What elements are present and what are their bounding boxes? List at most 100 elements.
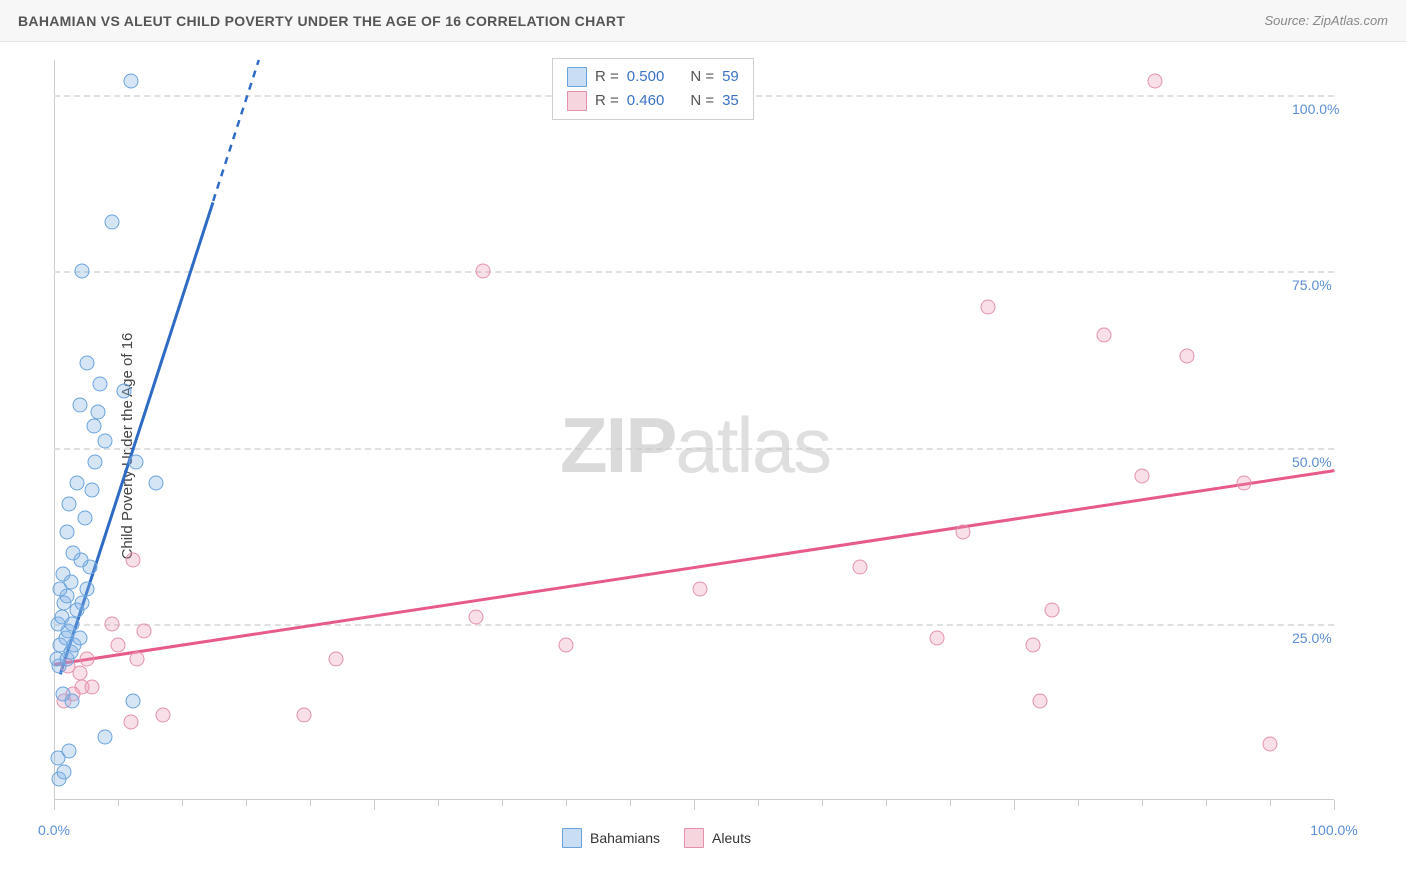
x-tick: [310, 800, 311, 806]
legend-row-aleuts: R = 0.460 N = 35: [567, 89, 739, 113]
data-point: [85, 680, 100, 695]
series-legend: Bahamians Aleuts: [562, 828, 751, 848]
data-point: [55, 567, 70, 582]
data-point: [55, 687, 70, 702]
data-point: [149, 475, 164, 490]
x-tick: [54, 800, 55, 810]
x-tick: [886, 800, 887, 806]
correlation-legend: R = 0.500 N = 59 R = 0.460 N = 35: [552, 58, 754, 120]
x-tick: [1206, 800, 1207, 806]
data-point: [77, 511, 92, 526]
x-tick: [694, 800, 695, 810]
data-point: [104, 215, 119, 230]
data-point: [130, 652, 145, 667]
data-point: [1045, 602, 1060, 617]
data-point: [80, 356, 95, 371]
data-point: [98, 433, 113, 448]
x-tick: [438, 800, 439, 806]
y-tick-label: 100.0%: [1292, 101, 1339, 117]
legend-bahamians-label: Bahamians: [590, 830, 660, 846]
legend-aleuts-N: 35: [722, 89, 739, 113]
data-point: [1026, 637, 1041, 652]
trend-line-dashed: [54, 60, 1334, 800]
legend-aleuts-R: 0.460: [627, 89, 665, 113]
legend-N-label: N =: [690, 65, 714, 89]
y-axis-line: [54, 60, 55, 800]
data-point: [123, 74, 138, 89]
legend-item-aleuts: Aleuts: [684, 828, 751, 848]
swatch-bahamians-icon-2: [562, 828, 582, 848]
data-point: [123, 715, 138, 730]
data-point: [1179, 349, 1194, 364]
legend-item-bahamians: Bahamians: [562, 828, 660, 848]
data-point: [93, 377, 108, 392]
data-point: [72, 398, 87, 413]
data-point: [136, 623, 151, 638]
data-point: [62, 743, 77, 758]
data-point: [1096, 327, 1111, 342]
data-point: [104, 616, 119, 631]
chart-header: BAHAMIAN VS ALEUT CHILD POVERTY UNDER TH…: [0, 0, 1406, 42]
legend-aleuts-label: Aleuts: [712, 830, 751, 846]
data-point: [1237, 475, 1252, 490]
data-point: [1147, 74, 1162, 89]
x-tick: [950, 800, 951, 806]
data-point: [75, 264, 90, 279]
swatch-aleuts-icon: [567, 91, 587, 111]
x-tick: [1270, 800, 1271, 806]
chart-source: Source: ZipAtlas.com: [1264, 13, 1388, 28]
data-point: [80, 581, 95, 596]
data-point: [981, 299, 996, 314]
data-point: [475, 264, 490, 279]
data-point: [1032, 694, 1047, 709]
x-tick: [246, 800, 247, 806]
data-point: [86, 419, 101, 434]
data-point: [98, 729, 113, 744]
swatch-aleuts-icon-2: [684, 828, 704, 848]
data-point: [117, 384, 132, 399]
legend-R-label: R =: [595, 65, 619, 89]
legend-R-label-2: R =: [595, 89, 619, 113]
data-point: [128, 454, 143, 469]
data-point: [126, 553, 141, 568]
data-point: [559, 637, 574, 652]
data-point: [853, 560, 868, 575]
legend-row-bahamians: R = 0.500 N = 59: [567, 65, 739, 89]
data-point: [90, 405, 105, 420]
plot-area: [54, 60, 1334, 800]
x-tick: [182, 800, 183, 806]
x-tick: [822, 800, 823, 806]
data-point: [59, 525, 74, 540]
x-tick: [1334, 800, 1335, 810]
chart-title: BAHAMIAN VS ALEUT CHILD POVERTY UNDER TH…: [18, 13, 625, 29]
x-tick: [758, 800, 759, 806]
data-point: [62, 497, 77, 512]
x-tick: [1014, 800, 1015, 810]
swatch-bahamians-icon: [567, 67, 587, 87]
gridline: [54, 624, 1334, 626]
x-tick: [1078, 800, 1079, 806]
legend-bahamians-R: 0.500: [627, 65, 665, 89]
x-tick: [118, 800, 119, 806]
data-point: [693, 581, 708, 596]
data-point: [111, 637, 126, 652]
x-tick: [566, 800, 567, 806]
x-tick: [502, 800, 503, 806]
data-point: [54, 609, 69, 624]
x-tick: [630, 800, 631, 806]
data-point: [955, 525, 970, 540]
y-tick-label: 25.0%: [1292, 630, 1332, 646]
gridline: [54, 448, 1334, 450]
x-tick: [374, 800, 375, 810]
x-tick-label: 0.0%: [38, 822, 70, 838]
data-point: [155, 708, 170, 723]
legend-bahamians-N: 59: [722, 65, 739, 89]
data-point: [1263, 736, 1278, 751]
data-point: [70, 475, 85, 490]
y-tick-label: 75.0%: [1292, 277, 1332, 293]
data-point: [469, 609, 484, 624]
data-point: [1135, 468, 1150, 483]
y-tick-label: 50.0%: [1292, 454, 1332, 470]
data-point: [296, 708, 311, 723]
data-point: [85, 482, 100, 497]
